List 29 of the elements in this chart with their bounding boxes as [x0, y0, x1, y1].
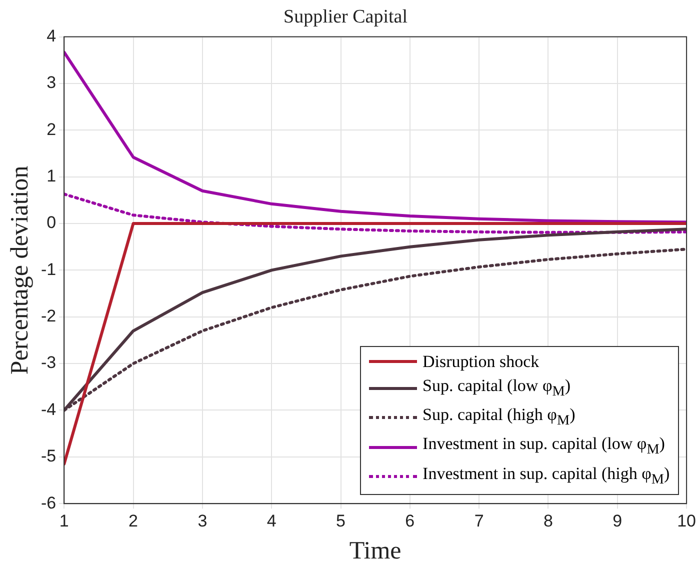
- y-tick-label: 4: [46, 26, 56, 46]
- x-axis-title: Time: [349, 538, 402, 565]
- legend-label: Sup. capital (low φ$_{M}$): [422, 374, 571, 401]
- y-axis-title: Percentage deviation: [6, 165, 34, 375]
- x-tick-label: 8: [543, 511, 553, 530]
- y-tick-label: -1: [40, 260, 56, 279]
- y-tick-label: 3: [46, 73, 56, 92]
- y-tick-label: 2: [46, 120, 56, 139]
- y-tick-label: -2: [40, 306, 56, 326]
- legend-label: Investment in sup. capital (low φ$_{M}$): [422, 433, 665, 460]
- x-tick-label: 3: [198, 511, 208, 530]
- x-tick-label: 7: [474, 511, 484, 530]
- legend-label: Sup. capital (high φ$_{M}$): [422, 404, 576, 430]
- legend-label: Investment in sup. capital (high φ$_{M}$): [422, 462, 670, 490]
- legend-label: Disruption shock: [422, 350, 540, 373]
- y-tick-label: -4: [40, 400, 56, 419]
- x-tick-label: 2: [128, 511, 138, 530]
- x-tick-label: 5: [336, 511, 346, 530]
- y-tick-label: 1: [46, 166, 56, 186]
- y-tick-label: -5: [40, 446, 56, 466]
- x-tick-label: 10: [677, 511, 696, 530]
- x-tick-label: 6: [405, 511, 415, 530]
- y-tick-label: -3: [40, 353, 56, 372]
- chart-title: Supplier Capital: [283, 6, 408, 28]
- y-tick-label: 0: [46, 213, 56, 232]
- x-tick-label: 1: [59, 511, 69, 530]
- y-tick-label: -6: [40, 493, 56, 512]
- x-tick-label: 4: [266, 511, 276, 530]
- x-tick-label: 9: [612, 511, 622, 530]
